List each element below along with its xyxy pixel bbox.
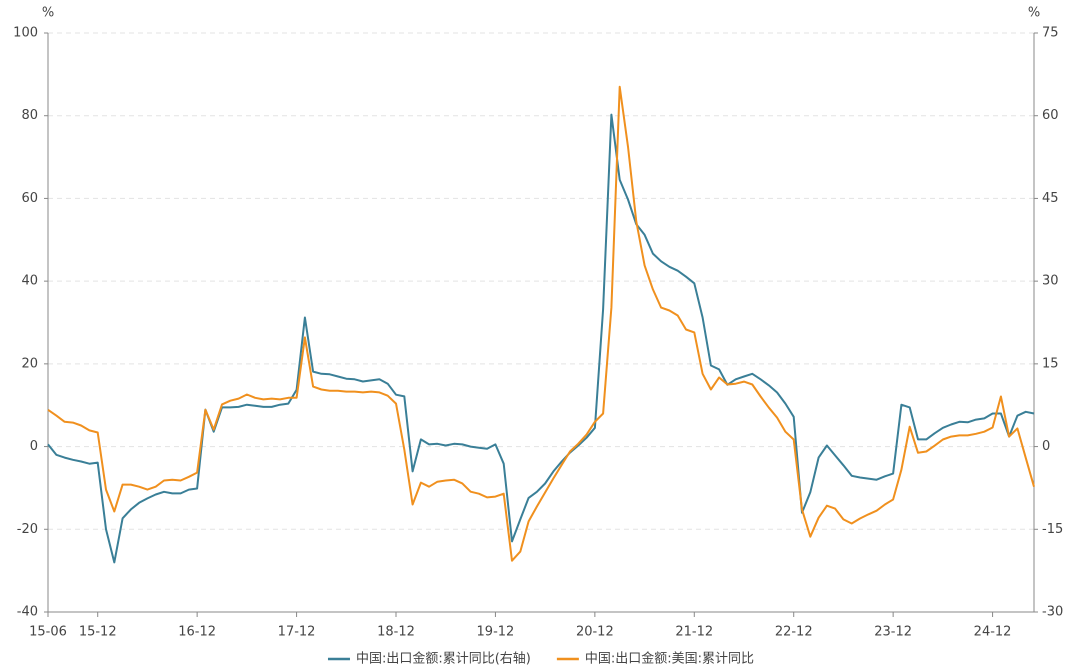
x-tick-label: 24-12 — [974, 625, 1012, 640]
x-tick-label: 22-12 — [775, 625, 813, 640]
line-series — [47, 85, 1035, 562]
y2-tick-label: 75 — [1042, 26, 1059, 41]
x-tick-label: 20-12 — [576, 625, 614, 640]
x-tick-label: 17-12 — [278, 625, 316, 640]
y2-tick-label: -30 — [1042, 605, 1063, 620]
x-tick-label: 23-12 — [874, 625, 912, 640]
y2-tick-label: 15 — [1042, 356, 1059, 371]
legend-label: 中国:出口金额:美国:累计同比 — [585, 651, 754, 667]
legend-label: 中国:出口金额:累计同比(右轴) — [356, 651, 531, 667]
line-series — [47, 113, 1035, 564]
y2-tick-label: 45 — [1042, 191, 1059, 206]
y-tick-label: 60 — [21, 191, 38, 206]
x-tick-label: 15-06 — [29, 625, 67, 640]
x-tick-label: 15-12 — [79, 625, 117, 640]
y2-tick-label: -15 — [1042, 522, 1063, 537]
y2-tick-label: 30 — [1042, 274, 1059, 289]
y-unit: % — [42, 6, 54, 21]
y2-unit: % — [1028, 6, 1040, 21]
y2-tick-label: 0 — [1042, 439, 1050, 454]
x-tick-label: 21-12 — [675, 625, 713, 640]
y-tick-label: 20 — [21, 356, 38, 371]
y-tick-label: -20 — [17, 522, 38, 537]
y-tick-label: 0 — [30, 439, 38, 454]
y-tick-label: 80 — [21, 108, 38, 123]
x-tick-label: 18-12 — [377, 625, 415, 640]
x-tick-label: 16-12 — [178, 625, 216, 640]
x-tick-label: 19-12 — [477, 625, 515, 640]
y2-tick-label: 60 — [1042, 108, 1059, 123]
y-tick-label: 40 — [21, 274, 38, 289]
y-tick-label: 100 — [13, 26, 38, 41]
y-tick-label: -40 — [17, 605, 38, 620]
